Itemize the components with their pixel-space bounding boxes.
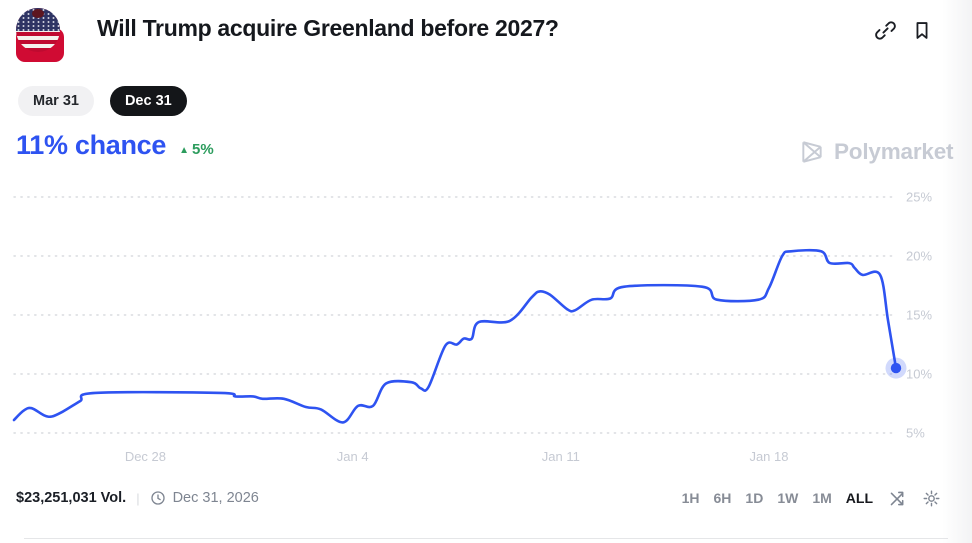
outcome-tabs: Mar 31 Dec 31 xyxy=(18,86,187,116)
timeframe-1w[interactable]: 1W xyxy=(777,490,799,506)
us-flag-icon xyxy=(16,8,60,52)
market-avatar xyxy=(16,6,64,62)
x-tick-label: Jan 18 xyxy=(749,449,788,464)
chance-value: 11% chance xyxy=(16,130,167,160)
chance-change: ▲ 5% xyxy=(179,141,214,158)
flag-emblem xyxy=(32,9,44,18)
price-line xyxy=(12,248,898,424)
polymarket-wordmark: Polymarket xyxy=(834,139,954,164)
footer-separator: | xyxy=(136,490,140,506)
end-date-label: Dec 31, 2026 xyxy=(172,490,259,506)
polymarket-logo-icon xyxy=(802,141,822,163)
header-actions xyxy=(874,19,933,41)
y-tick-label: 10% xyxy=(906,367,932,382)
x-tick-label: Dec 28 xyxy=(125,449,166,464)
volume-label: $23,251,031 Vol. xyxy=(16,490,127,506)
up-triangle-icon: ▲ xyxy=(179,145,190,156)
timeframe-6h[interactable]: 6H xyxy=(713,490,732,506)
y-tick-label: 15% xyxy=(906,308,932,323)
timeframe-all[interactable]: ALL xyxy=(845,490,873,506)
clock-icon xyxy=(150,491,165,505)
y-tick-label: 5% xyxy=(906,426,925,441)
y-tick-label: 20% xyxy=(906,249,932,264)
end-date: Dec 31, 2026 xyxy=(150,490,259,506)
price-chart-svg[interactable]: 5% 10% 15% 20% 25% Dec 28 Jan 4 Jan 11 Jan 18 xyxy=(0,180,972,472)
timeframe-1m[interactable]: 1M xyxy=(812,490,832,506)
timeframe-bar: 1H 6H 1D 1W 1M ALL xyxy=(682,487,941,509)
bookmark-icon[interactable] xyxy=(911,19,933,41)
chance-row: 11% chance ▲ 5% xyxy=(16,130,214,161)
price-chart[interactable]: 5% 10% 15% 20% 25% Dec 28 Jan 4 Jan 11 Jan 18 xyxy=(0,180,972,472)
outcome-tab-mar-31[interactable]: Mar 31 xyxy=(18,86,94,116)
bottom-divider xyxy=(24,538,948,539)
footer-left: $23,251,031 Vol. | Dec 31, 2026 xyxy=(16,487,259,509)
price-endpoint-dot xyxy=(890,362,902,374)
timeframe-1d[interactable]: 1D xyxy=(745,490,764,506)
gear-icon[interactable] xyxy=(921,488,941,508)
x-tick-label: Jan 4 xyxy=(337,449,369,464)
x-tick-label: Jan 11 xyxy=(542,449,580,464)
chance-change-value: 5% xyxy=(192,141,214,158)
y-tick-label: 25% xyxy=(906,190,932,205)
link-icon[interactable] xyxy=(874,19,896,41)
outcome-tab-dec-31[interactable]: Dec 31 xyxy=(109,86,187,116)
shuffle-icon[interactable] xyxy=(887,488,907,508)
page-title: Will Trump acquire Greenland before 2027… xyxy=(97,15,559,41)
timeframe-1h[interactable]: 1H xyxy=(681,490,700,506)
flag-stars-canton xyxy=(16,8,60,31)
polymarket-watermark: Polymarket xyxy=(799,139,954,165)
